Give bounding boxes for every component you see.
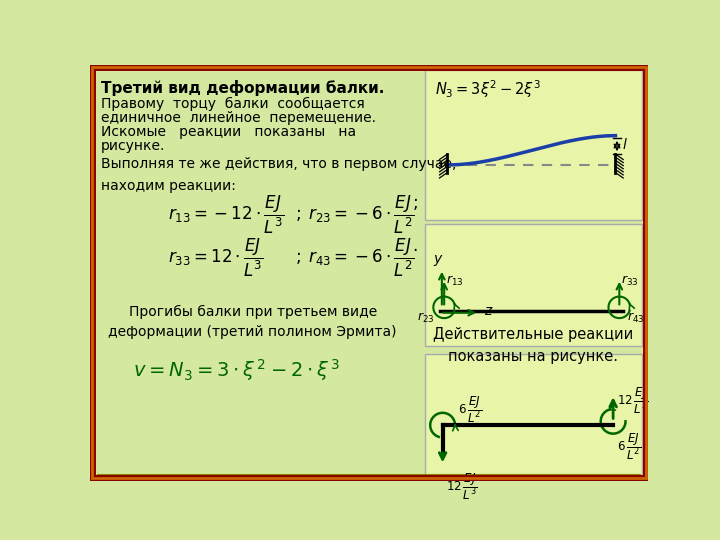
Text: $6\,\dfrac{EJ}{L^2}$: $6\,\dfrac{EJ}{L^2}$ [617,431,642,462]
Text: $r_{43}$: $r_{43}$ [627,310,644,325]
Text: Выполняя те же действия, что в первом случае,: Выполняя те же действия, что в первом сл… [101,157,456,171]
Bar [425,354,642,475]
Text: $r_{33} = 12 \cdot \dfrac{EJ}{L^3}$: $r_{33} = 12 \cdot \dfrac{EJ}{L^3}$ [168,237,264,279]
Text: $;\; r_{43} = -6 \cdot \dfrac{EJ}{L^2}$: $;\; r_{43} = -6 \cdot \dfrac{EJ}{L^2}$ [295,237,415,279]
Text: единичное  линейное  перемещение.: единичное линейное перемещение. [101,111,376,125]
Bar [425,224,642,346]
Text: $12\,\dfrac{EJ}{L^3}$: $12\,\dfrac{EJ}{L^3}$ [617,385,649,416]
Text: $l$: $l$ [621,137,627,152]
Text: $.$: $.$ [412,237,417,254]
Text: $N_3= 3\xi^2-2\xi^3$: $N_3= 3\xi^2-2\xi^3$ [435,78,541,99]
Text: $12\,\dfrac{EJ}{L^3}$: $12\,\dfrac{EJ}{L^3}$ [446,471,478,502]
Text: рисунке.: рисунке. [101,139,165,153]
Text: $y$: $y$ [433,253,444,268]
Text: $r_{23}$: $r_{23}$ [417,310,435,325]
Bar [425,70,642,220]
Text: $z$: $z$ [484,304,493,318]
Text: $r_{33}$: $r_{33}$ [621,274,639,288]
Text: $r_{13}$: $r_{13}$ [446,274,464,288]
Text: $v = N_3 = 3 \cdot \xi^{\,2} - 2 \cdot \xi^{\,3}$: $v = N_3 = 3 \cdot \xi^{\,2} - 2 \cdot \… [132,357,340,383]
Text: Третий вид деформации балки.: Третий вид деформации балки. [101,80,384,96]
Text: $6\,\dfrac{EJ}{L^2}$: $6\,\dfrac{EJ}{L^2}$ [458,394,482,425]
Text: $;\; r_{23} = -6 \cdot \dfrac{EJ}{L^2}$: $;\; r_{23} = -6 \cdot \dfrac{EJ}{L^2}$ [295,194,415,237]
Text: Правому  торцу  балки  сообщается: Правому торцу балки сообщается [101,97,364,111]
Text: Прогибы балки при третьем виде
деформации (третий полином Эрмита): Прогибы балки при третьем виде деформаци… [109,305,397,339]
Text: Действительные реакции
показаны на рисунке.: Действительные реакции показаны на рисун… [433,327,634,364]
Text: находим реакции:: находим реакции: [101,179,235,193]
Text: $r_{13} = -12 \cdot \dfrac{EJ}{L^3}$: $r_{13} = -12 \cdot \dfrac{EJ}{L^3}$ [168,194,284,237]
Text: $;$: $;$ [412,194,418,212]
Text: Искомые   реакции   показаны   на: Искомые реакции показаны на [101,125,356,139]
